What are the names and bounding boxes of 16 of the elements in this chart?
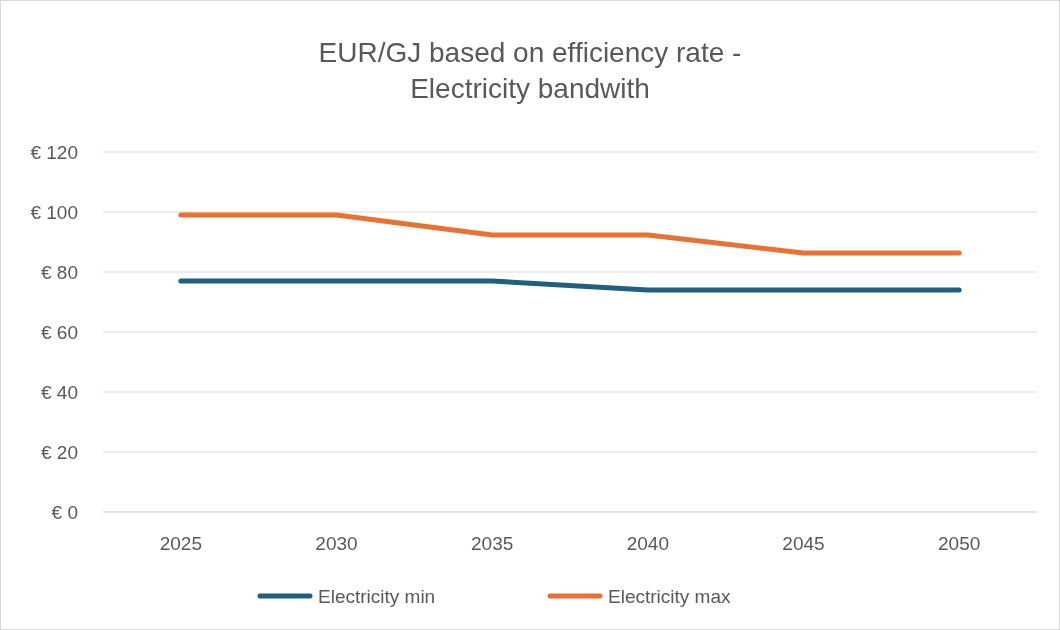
chart-title: EUR/GJ based on efficiency rate - Electricity bandwith <box>318 37 742 104</box>
y-tick-label: € 20 <box>41 441 78 463</box>
y-tick-label: € 0 <box>51 501 78 523</box>
legend-label: Electricity min <box>318 585 436 607</box>
x-tick-label: 2035 <box>471 533 514 554</box>
x-tick-label: 2050 <box>938 533 981 554</box>
y-tick-label: € 120 <box>30 141 78 163</box>
x-tick-label: 2030 <box>315 533 358 554</box>
x-tick-label: 2025 <box>159 533 202 554</box>
x-tick-label: 2045 <box>782 533 825 554</box>
x-tick-label: 2040 <box>626 533 669 554</box>
y-tick-label: € 60 <box>41 321 78 343</box>
legend-label: Electricity max <box>608 585 731 607</box>
y-tick-label: € 40 <box>41 381 78 403</box>
y-tick-label: € 80 <box>41 261 78 283</box>
y-tick-label: € 100 <box>30 201 78 223</box>
